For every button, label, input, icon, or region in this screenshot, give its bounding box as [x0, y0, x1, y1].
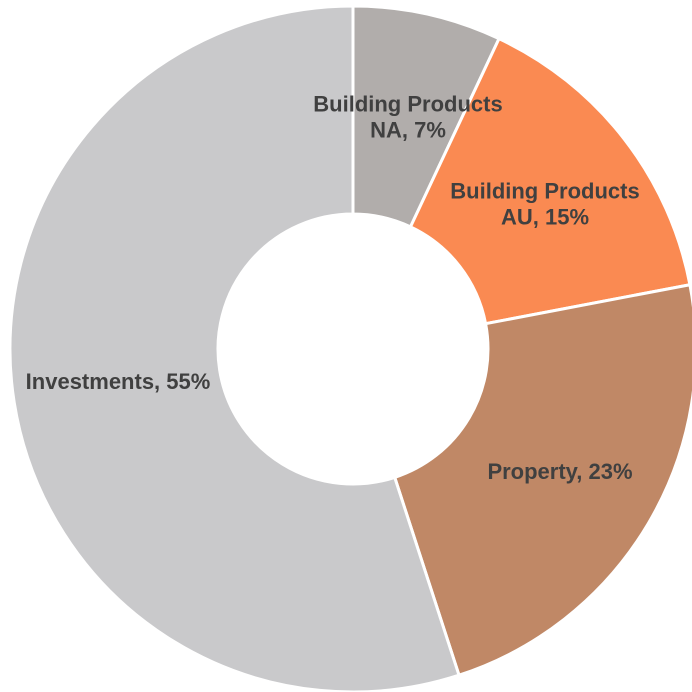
data-label: Building Products NA, 7%	[313, 91, 503, 143]
slice	[8, 4, 461, 692]
data-label: Property, 23%	[487, 458, 633, 484]
data-label: Building Products AU, 15%	[450, 178, 640, 230]
data-label: Investments, 55%	[25, 368, 211, 394]
slice	[408, 36, 692, 326]
slice	[392, 282, 692, 678]
